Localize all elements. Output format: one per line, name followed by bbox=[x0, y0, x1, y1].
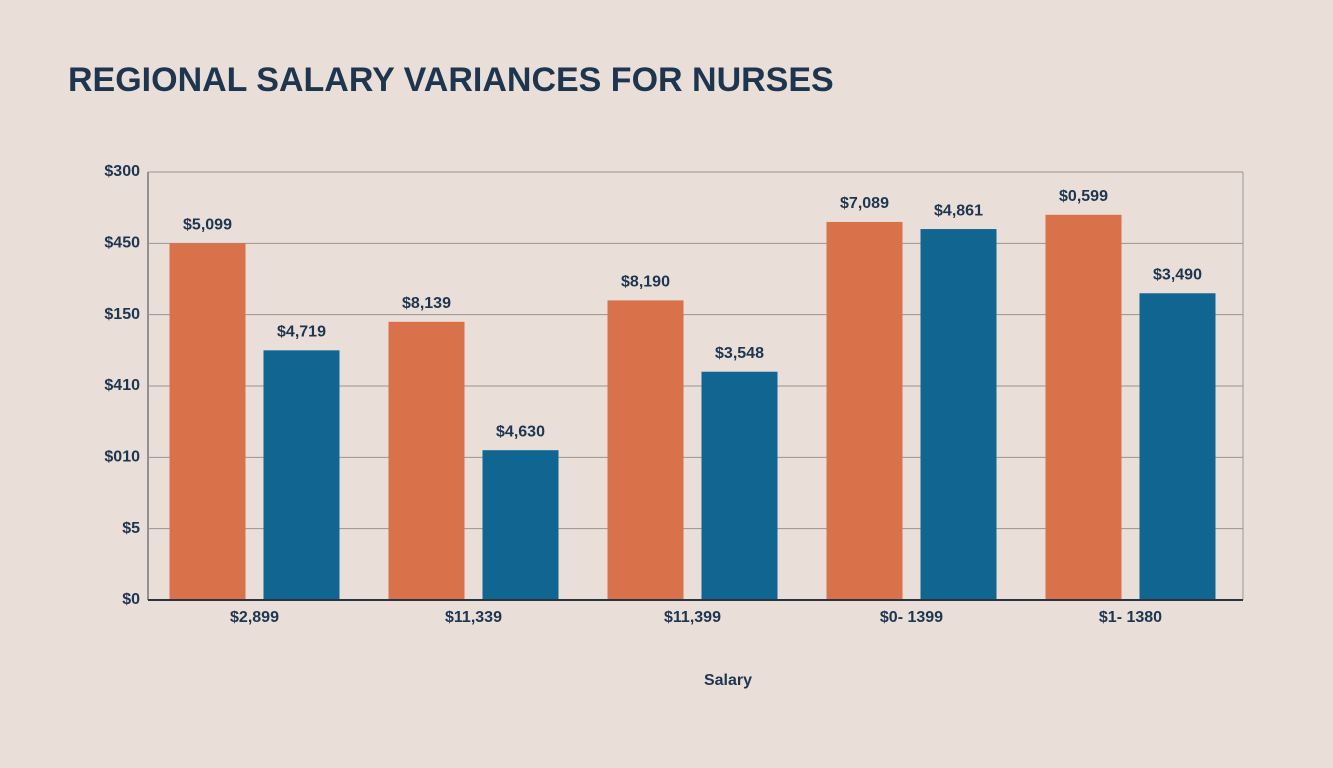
value-label: $4,630 bbox=[496, 423, 545, 440]
y-tick-label: $410 bbox=[104, 377, 140, 394]
bar bbox=[607, 300, 684, 600]
x-tick-label: $2,899 bbox=[230, 609, 279, 626]
x-axis-label: Salary bbox=[704, 672, 752, 689]
bar bbox=[169, 243, 246, 601]
bar bbox=[701, 371, 778, 600]
value-label: $4,719 bbox=[277, 324, 326, 341]
y-tick-label: $0 bbox=[122, 591, 140, 608]
bar bbox=[826, 221, 903, 600]
value-label: $0,599 bbox=[1059, 188, 1108, 205]
y-tick-label: $010 bbox=[104, 449, 140, 466]
value-label: $8,190 bbox=[621, 274, 670, 291]
x-tick-label: $11,399 bbox=[664, 609, 721, 626]
bar bbox=[1139, 293, 1216, 600]
y-tick-label: $150 bbox=[104, 306, 140, 323]
x-tick-label: $11,339 bbox=[445, 609, 502, 626]
chart-title: REGIONAL SALARY VARIANCES FOR NURSES bbox=[68, 61, 834, 99]
y-tick-label: $450 bbox=[104, 235, 140, 252]
value-label: $3,490 bbox=[1153, 266, 1202, 283]
bar bbox=[388, 321, 465, 600]
value-label: $7,089 bbox=[840, 195, 889, 212]
value-label: $4,861 bbox=[934, 202, 983, 219]
value-label: $5,099 bbox=[183, 217, 232, 234]
x-tick-label: $0- 1399 bbox=[880, 609, 943, 626]
bar bbox=[1045, 214, 1122, 601]
bar bbox=[920, 229, 997, 601]
y-tick-label: $300 bbox=[104, 163, 140, 180]
x-tick-label: $1- 1380 bbox=[1099, 609, 1162, 626]
bar bbox=[482, 450, 559, 600]
bar bbox=[263, 350, 340, 600]
value-label: $3,548 bbox=[715, 345, 764, 362]
value-label: $8,139 bbox=[402, 295, 451, 312]
y-tick-label: $5 bbox=[122, 520, 140, 537]
